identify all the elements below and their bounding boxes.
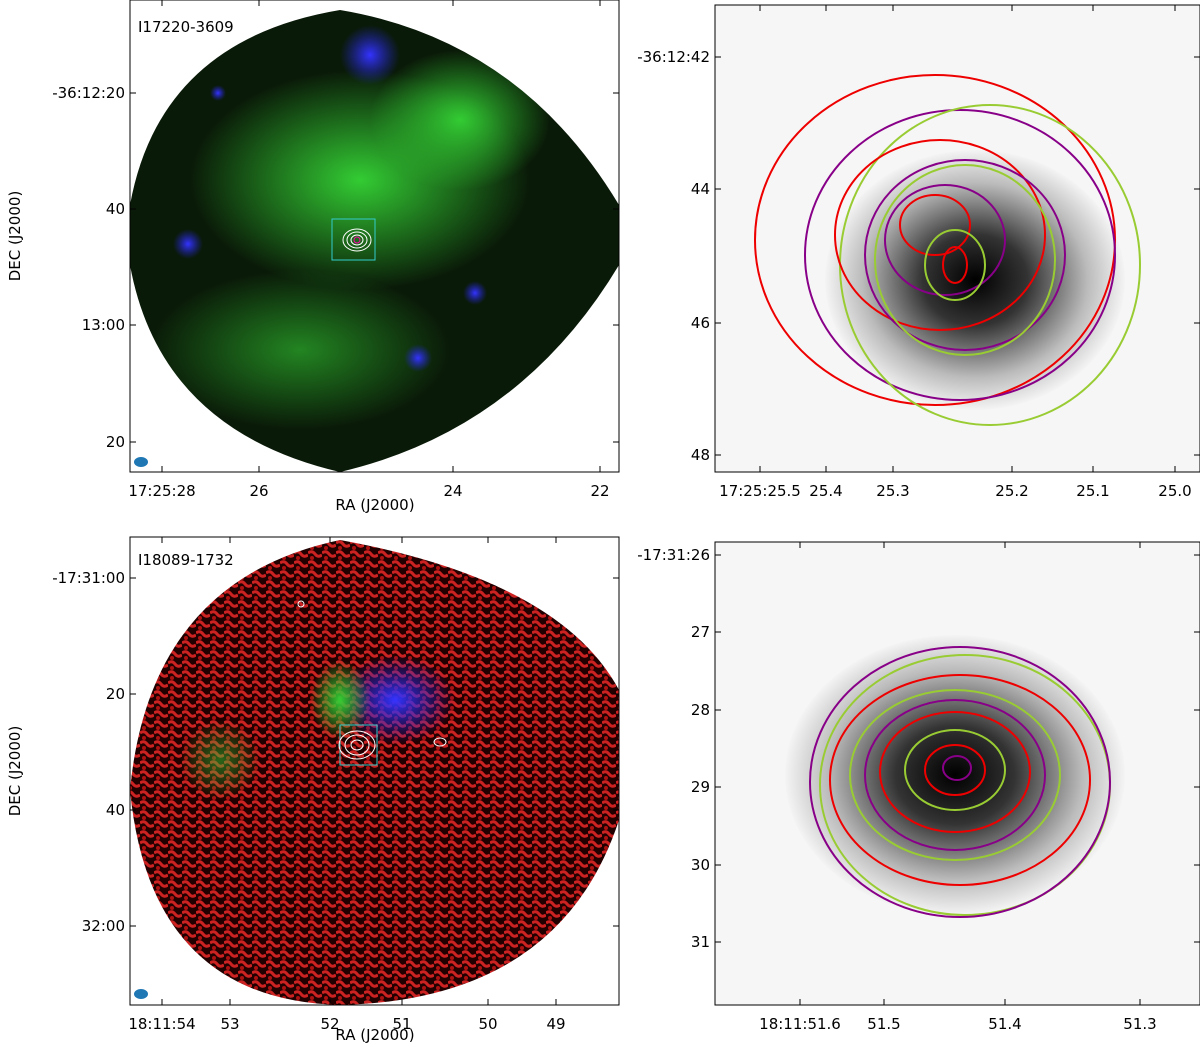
y-tick-label: 32:00 <box>82 917 125 935</box>
beam <box>134 989 148 999</box>
image <box>785 635 1125 915</box>
y-axis-label: DEC (J2000) <box>6 191 24 282</box>
x-tick-label: 25.4 <box>809 482 842 500</box>
y-tick-label: 31 <box>691 933 710 951</box>
y-tick-label: 46 <box>691 314 710 332</box>
y-tick-label: -36:12:42 <box>637 48 710 66</box>
y-tick-label: 20 <box>106 685 125 703</box>
beam <box>134 457 148 467</box>
image <box>130 537 619 1005</box>
y-tick-label: 44 <box>691 180 710 198</box>
y-tick-label: 20 <box>106 433 125 451</box>
x-tick-label: 25.2 <box>995 482 1028 500</box>
y-tick-label: 28 <box>691 701 710 719</box>
x-tick-label: 26 <box>249 482 268 500</box>
y-tick-label: -36:12:20 <box>52 84 125 102</box>
x-tick-label: 25.1 <box>1076 482 1109 500</box>
x-tick-label: 50 <box>478 1015 497 1033</box>
y-tick-label: 48 <box>691 446 710 464</box>
x-tick-label: 51.5 <box>867 1015 900 1033</box>
source-name: I18089-1732 <box>138 551 234 569</box>
x-axis-label: RA (J2000) <box>335 1026 414 1044</box>
x-tick-label: 22 <box>590 482 609 500</box>
x-tick-label: 25.0 <box>1158 482 1191 500</box>
x-tick-label: 17:25:28 <box>128 482 195 500</box>
y-tick-label: -17:31:00 <box>52 569 125 587</box>
x-tick-label: 53 <box>220 1015 239 1033</box>
y-tick-label: 40 <box>106 200 125 218</box>
x-tick-label: 51.4 <box>988 1015 1021 1033</box>
x-tick-label: 49 <box>546 1015 565 1033</box>
figure: 17:25:28 26 24 22 -36:12:20 40 13:00 20 I17220-3… <box>0 0 1200 1054</box>
y-tick-label: 30 <box>691 856 710 874</box>
image <box>825 150 1125 410</box>
x-axis-label: RA (J2000) <box>335 496 414 514</box>
y-tick-label: 40 <box>106 801 125 819</box>
y-tick-label: -17:31:26 <box>637 546 710 564</box>
page: 17:25:28 26 24 22 -36:12:20 40 13:00 20 I17220-3… <box>0 0 1200 1058</box>
x-tick-label: 51.3 <box>1123 1015 1156 1033</box>
y-tick-label: 29 <box>691 778 710 796</box>
y-axis-label: DEC (J2000) <box>6 726 24 817</box>
x-tick-label: 17:25:25.5 <box>719 482 801 500</box>
y-tick-label: 27 <box>691 623 710 641</box>
x-tick-label: 18:11:54 <box>128 1015 195 1033</box>
x-tick-label: 24 <box>443 482 462 500</box>
source-name: I17220-3609 <box>138 18 234 36</box>
x-tick-label: 25.3 <box>876 482 909 500</box>
y-tick-label: 13:00 <box>82 316 125 334</box>
x-tick-label: 18:11:51.6 <box>759 1015 841 1033</box>
